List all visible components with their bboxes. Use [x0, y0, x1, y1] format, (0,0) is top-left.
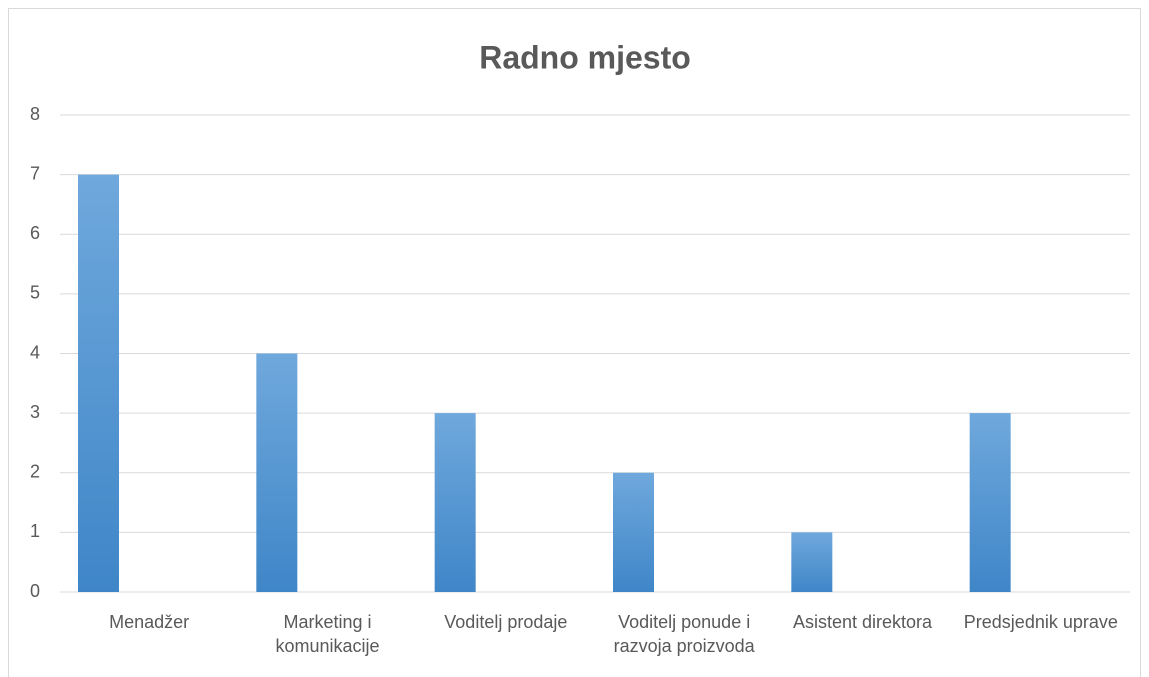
bar [78, 174, 119, 592]
chart-title: Radno mjesto [479, 39, 691, 75]
bar [791, 532, 833, 592]
y-tick-label: 0 [30, 581, 40, 601]
y-tick-label: 7 [30, 163, 40, 183]
y-tick-label: 5 [30, 283, 40, 303]
y-tick-label: 6 [30, 223, 40, 243]
bar [613, 472, 654, 592]
x-tick-label: Marketing i komunikacije [275, 612, 380, 656]
y-tick-label: 1 [30, 521, 40, 541]
x-tick-label: Predsjednik uprave [963, 612, 1118, 632]
y-tick-label: 4 [30, 342, 40, 362]
bar [434, 413, 476, 592]
y-tick-label: 8 [30, 104, 40, 124]
x-tick-label: Menadžer [109, 612, 190, 632]
x-tick-label: Asistent direktora [792, 612, 933, 632]
x-tick-label: Voditelj ponude i razvoja proizvoda [613, 612, 755, 656]
bar [256, 353, 298, 592]
x-tick-label: Voditelj prodaje [444, 612, 568, 632]
y-tick-label: 2 [30, 462, 40, 482]
chart-border [8, 8, 1141, 677]
bar [969, 413, 1011, 592]
y-tick-label: 3 [30, 402, 40, 422]
